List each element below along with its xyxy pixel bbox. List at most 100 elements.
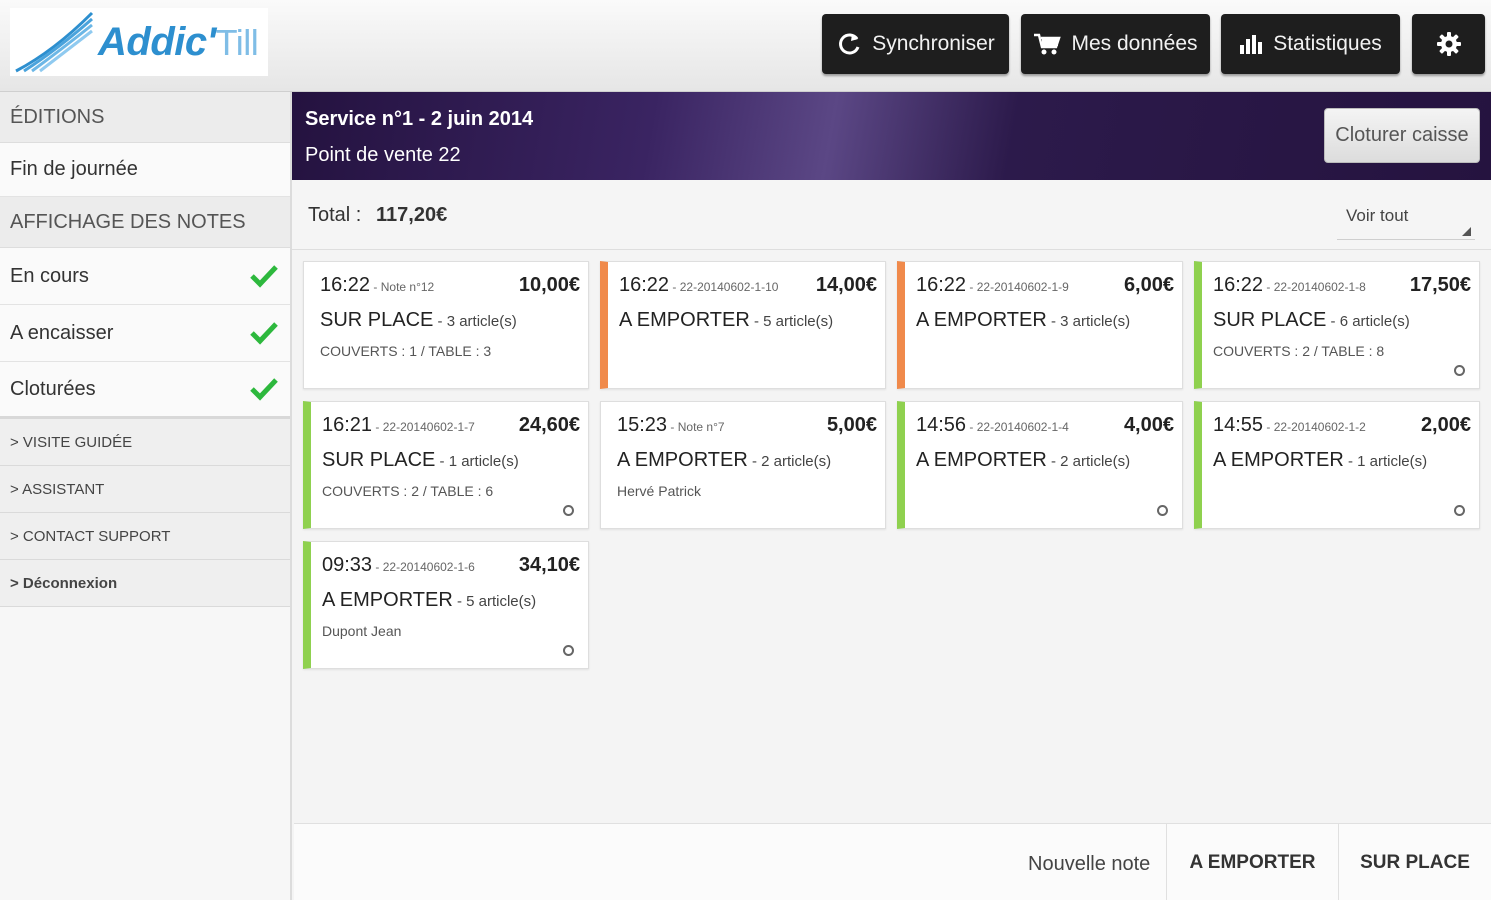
note-ref: - 22-20140602-1-8 bbox=[1263, 280, 1366, 294]
note-type: A EMPORTER - 2 article(s) bbox=[916, 449, 1131, 471]
note-details: Hervé Patrick bbox=[617, 483, 702, 499]
note-amount: 4,00€ bbox=[1123, 414, 1174, 436]
filter-to-collect[interactable]: A encaisser bbox=[0, 305, 290, 362]
note-details: Dupont Jean bbox=[322, 623, 402, 639]
note-ref: - 22-20140602-1-7 bbox=[372, 420, 475, 434]
note-item-count: - 1 article(s) bbox=[435, 453, 519, 470]
note-card[interactable]: 16:21 - 22-20140602-1-7 24,60€ SUR PLACE… bbox=[303, 401, 589, 529]
note-item-count: - 5 article(s) bbox=[749, 313, 834, 330]
note-card[interactable]: 14:56 - 22-20140602-1-4 4,00€ A EMPORTER… bbox=[897, 401, 1183, 529]
my-data-button[interactable]: Mes données bbox=[1021, 14, 1210, 74]
note-amount: 5,00€ bbox=[826, 414, 877, 436]
note-details: COUVERTS : 1 / TABLE : 3 bbox=[320, 343, 492, 359]
close-register-button[interactable]: Cloturer caisse bbox=[1324, 108, 1480, 163]
filter-label: Cloturées bbox=[10, 377, 96, 400]
note-ref: - Note n°12 bbox=[370, 280, 435, 294]
new-onsite-note-button[interactable]: SUR PLACE bbox=[1338, 824, 1491, 900]
total-label: Total : bbox=[308, 204, 362, 226]
sidebar-item-label: Fin de journée bbox=[10, 158, 138, 180]
note-type: SUR PLACE - 6 article(s) bbox=[1213, 309, 1410, 331]
filter-closed[interactable]: Cloturées bbox=[0, 362, 290, 419]
status-circle-icon bbox=[563, 505, 574, 516]
filter-in-progress[interactable]: En cours bbox=[0, 248, 290, 305]
note-type: A EMPORTER - 5 article(s) bbox=[619, 309, 834, 331]
note-details: COUVERTS : 2 / TABLE : 6 bbox=[322, 483, 494, 499]
note-card[interactable]: 15:23 - Note n°7 5,00€ A EMPORTER - 2 ar… bbox=[600, 401, 886, 529]
note-type: A EMPORTER - 1 article(s) bbox=[1213, 449, 1428, 471]
status-circle-icon bbox=[1454, 365, 1465, 376]
note-item-count: - 1 article(s) bbox=[1343, 453, 1428, 470]
note-ref: - 22-20140602-1-6 bbox=[372, 560, 475, 574]
note-time: 09:33 - 22-20140602-1-6 bbox=[322, 554, 475, 576]
guided-tour-link[interactable]: > VISITE GUIDÉE bbox=[0, 419, 290, 466]
section-editions: ÉDITIONS bbox=[0, 92, 290, 143]
dropdown-corner-icon bbox=[1462, 227, 1471, 236]
sync-button-label: Synchroniser bbox=[872, 32, 995, 55]
sidebar: ÉDITIONS Fin de journée AFFICHAGE DES NO… bbox=[0, 92, 292, 900]
settings-button[interactable] bbox=[1412, 14, 1485, 74]
sidebar-item-end-of-day[interactable]: Fin de journée bbox=[0, 143, 290, 197]
note-amount: 34,10€ bbox=[518, 554, 580, 576]
note-item-count: - 2 article(s) bbox=[747, 453, 832, 470]
note-amount: 24,60€ bbox=[518, 414, 580, 436]
note-ref: - 22-20140602-1-2 bbox=[1263, 420, 1366, 434]
footer-bar: Nouvelle note A EMPORTER SUR PLACE bbox=[294, 823, 1491, 900]
note-amount: 2,00€ bbox=[1420, 414, 1471, 436]
view-filter-select[interactable]: Voir tout bbox=[1337, 198, 1475, 240]
note-time: 16:22 - 22-20140602-1-8 bbox=[1213, 274, 1366, 296]
bar-chart-icon bbox=[1240, 35, 1263, 54]
note-details: COUVERTS : 2 / TABLE : 8 bbox=[1213, 343, 1385, 359]
sync-button[interactable]: Synchroniser bbox=[822, 14, 1009, 74]
status-circle-icon bbox=[1157, 505, 1168, 516]
note-item-count: - 2 article(s) bbox=[1046, 453, 1131, 470]
note-time: 14:55 - 22-20140602-1-2 bbox=[1213, 414, 1366, 436]
assistant-link[interactable]: > ASSISTANT bbox=[0, 466, 290, 513]
refresh-icon bbox=[839, 33, 860, 55]
check-icon bbox=[250, 265, 278, 288]
note-ref: - Note n°7 bbox=[667, 420, 725, 434]
logo-wings-icon bbox=[15, 11, 94, 73]
note-card[interactable]: 16:22 - Note n°12 10,00€ SUR PLACE - 3 a… bbox=[303, 261, 589, 389]
note-card[interactable]: 16:22 - 22-20140602-1-10 14,00€ A EMPORT… bbox=[600, 261, 886, 389]
logo: Addic'Till bbox=[10, 8, 268, 76]
section-notes-display: AFFICHAGE DES NOTES bbox=[0, 197, 290, 248]
note-type: SUR PLACE - 1 article(s) bbox=[322, 449, 519, 471]
note-type: A EMPORTER - 3 article(s) bbox=[916, 309, 1131, 331]
top-bar: Addic'Till Synchroniser Mes données Stat… bbox=[0, 0, 1491, 92]
logo-text: Addic'Till bbox=[98, 19, 259, 64]
note-item-count: - 6 article(s) bbox=[1326, 313, 1410, 330]
note-amount: 10,00€ bbox=[518, 274, 580, 296]
new-note-label: Nouvelle note bbox=[1028, 853, 1151, 875]
note-card[interactable]: 14:55 - 22-20140602-1-2 2,00€ A EMPORTER… bbox=[1194, 401, 1480, 529]
note-type: A EMPORTER - 2 article(s) bbox=[617, 449, 832, 471]
total-value: 117,20€ bbox=[376, 204, 448, 226]
point-of-sale: Point de vente 22 bbox=[305, 144, 461, 166]
cart-icon bbox=[1034, 33, 1062, 55]
filter-label: A encaisser bbox=[10, 321, 114, 344]
my-data-button-label: Mes données bbox=[1071, 32, 1198, 55]
status-circle-icon bbox=[1454, 505, 1465, 516]
new-takeaway-note-button[interactable]: A EMPORTER bbox=[1166, 824, 1338, 900]
note-ref: - 22-20140602-1-10 bbox=[669, 280, 779, 294]
note-time: 14:56 - 22-20140602-1-4 bbox=[916, 414, 1069, 436]
total-bar: Total : 117,20€ Voir tout bbox=[292, 180, 1491, 250]
filter-label: En cours bbox=[10, 264, 89, 287]
service-title: Service n°1 - 2 juin 2014 bbox=[305, 108, 534, 130]
statistics-button[interactable]: Statistiques bbox=[1221, 14, 1400, 74]
note-time: 16:22 - 22-20140602-1-10 bbox=[619, 274, 779, 296]
contact-support-link[interactable]: > CONTACT SUPPORT bbox=[0, 513, 290, 560]
note-item-count: - 5 article(s) bbox=[452, 593, 537, 610]
logout-link[interactable]: > Déconnexion bbox=[0, 560, 290, 607]
note-time: 16:22 - Note n°12 bbox=[320, 274, 435, 296]
note-card[interactable]: 16:22 - 22-20140602-1-9 6,00€ A EMPORTER… bbox=[897, 261, 1183, 389]
note-card[interactable]: 09:33 - 22-20140602-1-6 34,10€ A EMPORTE… bbox=[303, 541, 589, 669]
note-item-count: - 3 article(s) bbox=[433, 313, 517, 330]
note-item-count: - 3 article(s) bbox=[1046, 313, 1131, 330]
note-ref: - 22-20140602-1-4 bbox=[966, 420, 1069, 434]
note-type: A EMPORTER - 5 article(s) bbox=[322, 589, 537, 611]
note-amount: 14,00€ bbox=[815, 274, 877, 296]
note-card[interactable]: 16:22 - 22-20140602-1-8 17,50€ SUR PLACE… bbox=[1194, 261, 1480, 389]
status-circle-icon bbox=[563, 645, 574, 656]
note-type: SUR PLACE - 3 article(s) bbox=[320, 309, 517, 331]
note-time: 16:22 - 22-20140602-1-9 bbox=[916, 274, 1069, 296]
